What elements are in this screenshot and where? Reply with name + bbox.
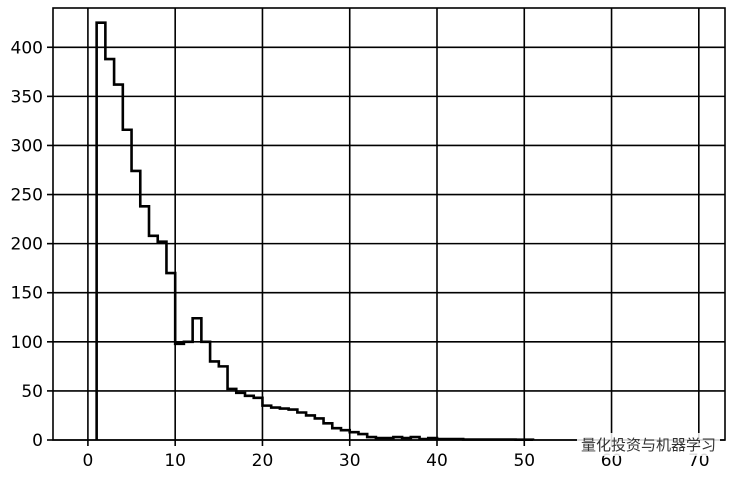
y-tick-label: 300 [11,136,43,156]
x-tick-label: 0 [82,451,93,471]
x-tick-label: 20 [252,451,274,471]
y-tick-label: 0 [32,431,43,451]
x-tick-label: 10 [164,451,186,471]
y-tick-label: 150 [11,284,43,304]
y-tick-label: 400 [11,38,43,58]
x-tick-label: 60 [601,451,623,471]
y-tick-label: 350 [11,87,43,107]
histogram-series [95,21,535,442]
y-tick-label: 250 [11,186,43,206]
x-tick-label: 70 [688,451,710,471]
x-tick-label: 40 [426,451,448,471]
y-tick-label: 50 [21,382,43,402]
x-tick-label: 30 [339,451,361,471]
y-tick-label: 200 [11,235,43,255]
y-tick-label: 100 [11,333,43,353]
y-axis-ticks: 0 50 100 150 200 250 300 350 400 [11,38,53,451]
x-axis-ticks: 0 10 20 30 40 50 60 70 [82,440,710,471]
plot-frame [52,7,726,441]
x-tick-label: 50 [513,451,535,471]
watermark: 量化投资与机器学习 [576,433,720,456]
grid-lines [53,8,725,441]
